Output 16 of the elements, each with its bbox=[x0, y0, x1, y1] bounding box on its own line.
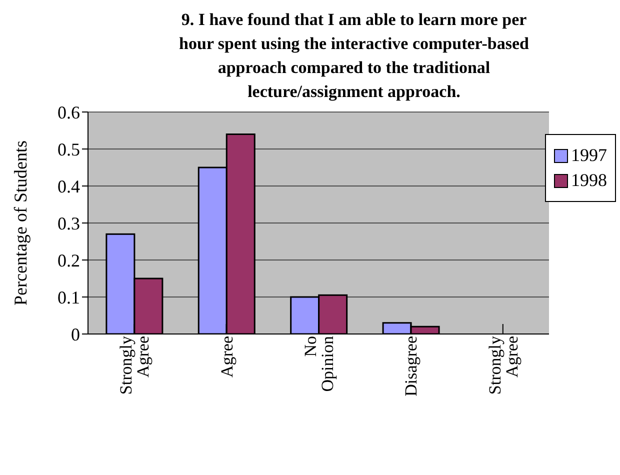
y-tick-label: 0 bbox=[71, 324, 80, 344]
y-tick-label: 0.5 bbox=[58, 139, 80, 160]
x-tick-label: Agree bbox=[217, 336, 236, 378]
y-tick-label: 0.1 bbox=[58, 287, 80, 308]
x-tick-label: Strongly Agree bbox=[116, 336, 153, 395]
y-tick-label: 0.4 bbox=[58, 176, 80, 196]
x-tick-label: Disagree bbox=[402, 336, 421, 396]
y-axis-title: Percentage of Students bbox=[10, 140, 30, 306]
y-tick-label: 0.3 bbox=[58, 213, 80, 234]
x-tick-label: No Opinion bbox=[301, 336, 337, 392]
y-tick-label: 0.2 bbox=[58, 250, 80, 270]
chart-title: 9. I have found that I am able to learn more per hour spent using the interactive computer-based approach compared to the traditional lecture/assignment approach. bbox=[178, 9, 530, 103]
x-tick-label: Strongly Agree bbox=[485, 336, 522, 395]
y-tick-label: 0.6 bbox=[58, 102, 80, 122]
legend-label: 1997 bbox=[570, 145, 607, 166]
legend-label: 1998 bbox=[570, 170, 607, 191]
